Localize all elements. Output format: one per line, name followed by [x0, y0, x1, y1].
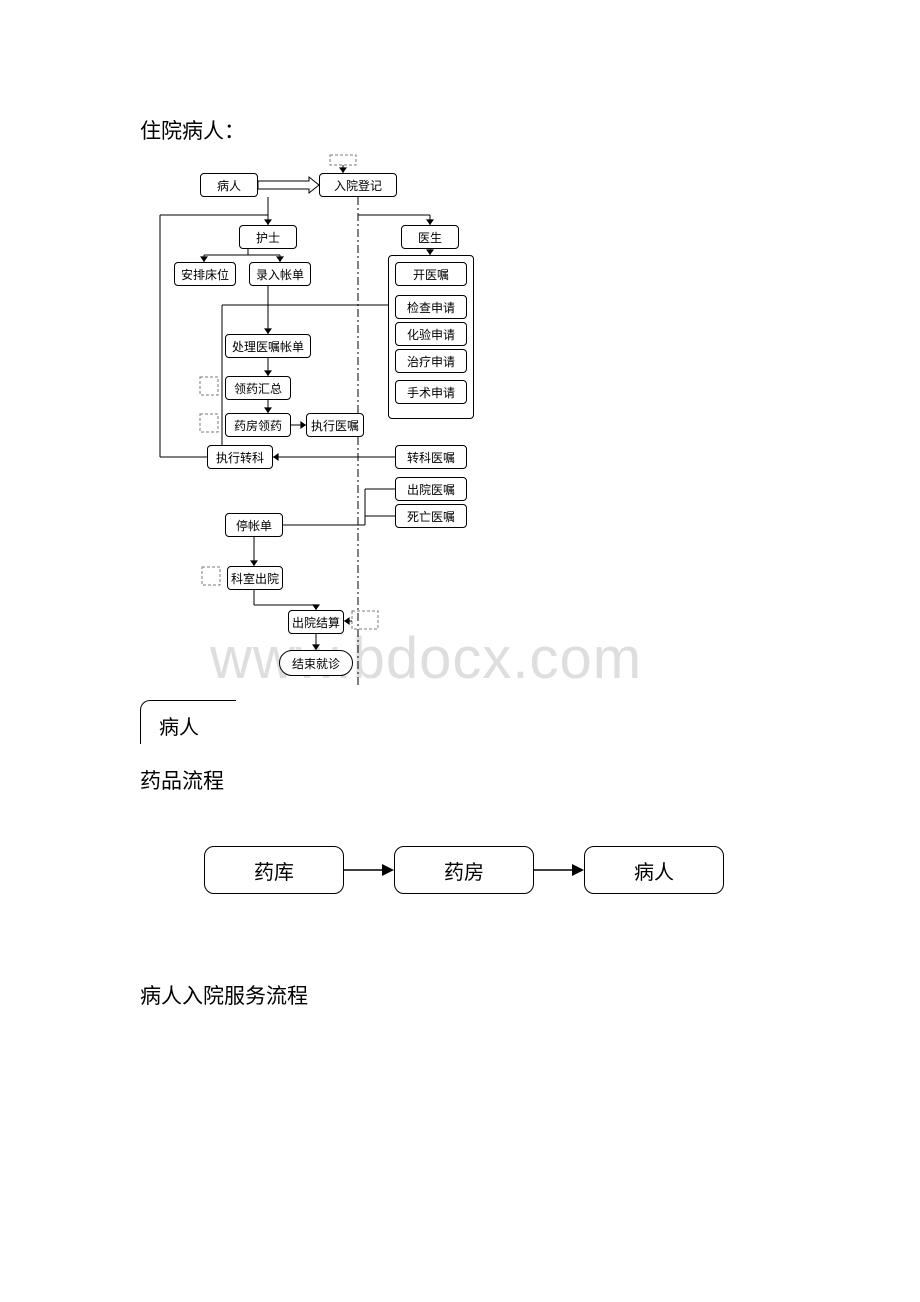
- flow1-node-admission: 入院登记: [319, 173, 397, 197]
- flow1-node-settle: 出院结算: [288, 610, 344, 634]
- flow1-node-surgreq: 手术申请: [395, 380, 467, 404]
- flow1-node-treatreq: 治疗申请: [395, 349, 467, 373]
- flow1-node-examreq: 检查申请: [395, 295, 467, 319]
- flow1-node-deptdis: 科室出院: [227, 566, 283, 590]
- flow1-node-exectrans: 执行转科: [207, 445, 273, 469]
- flow1-node-openorder: 开医嘱: [395, 262, 467, 286]
- flow1-node-enterbill: 录入帐单: [249, 262, 311, 286]
- flow2-node-pharmacy: 药房: [394, 846, 534, 894]
- flow1-node-procorder: 处理医嘱帐单: [225, 334, 311, 358]
- flow1-node-stopbill: 停帐单: [225, 513, 283, 537]
- flow1-node-transorder: 转科医嘱: [395, 445, 467, 469]
- heading-drug-flow: 药品流程: [140, 765, 224, 795]
- flow1-node-patient: 病人: [200, 173, 258, 197]
- page: www.bdocx.com 住院病人： 药品流程 病人入院服务流程 病人 病人入…: [0, 0, 920, 1302]
- flow1-node-nurse: 护士: [239, 225, 297, 249]
- flow1-node-labreq: 化验申请: [395, 322, 467, 346]
- flow1-node-deathorder: 死亡医嘱: [395, 504, 467, 528]
- flow2-node-warehouse: 药库: [204, 846, 344, 894]
- flow1-node-end: 结束就诊: [279, 650, 353, 676]
- flow1-node-doctor: 医生: [401, 225, 459, 249]
- flow1-node-drugsum: 领药汇总: [225, 376, 291, 400]
- heading-admission-flow: 病人入院服务流程: [140, 980, 308, 1010]
- flow1-node-disorder: 出院医嘱: [395, 477, 467, 501]
- flow1-node-execorder: 执行医嘱: [306, 413, 364, 437]
- flow2-node-patient2: 病人: [584, 846, 724, 894]
- flow1-node-drugget: 药房领药: [225, 413, 291, 437]
- flow1-node-bed: 安排床位: [174, 262, 236, 286]
